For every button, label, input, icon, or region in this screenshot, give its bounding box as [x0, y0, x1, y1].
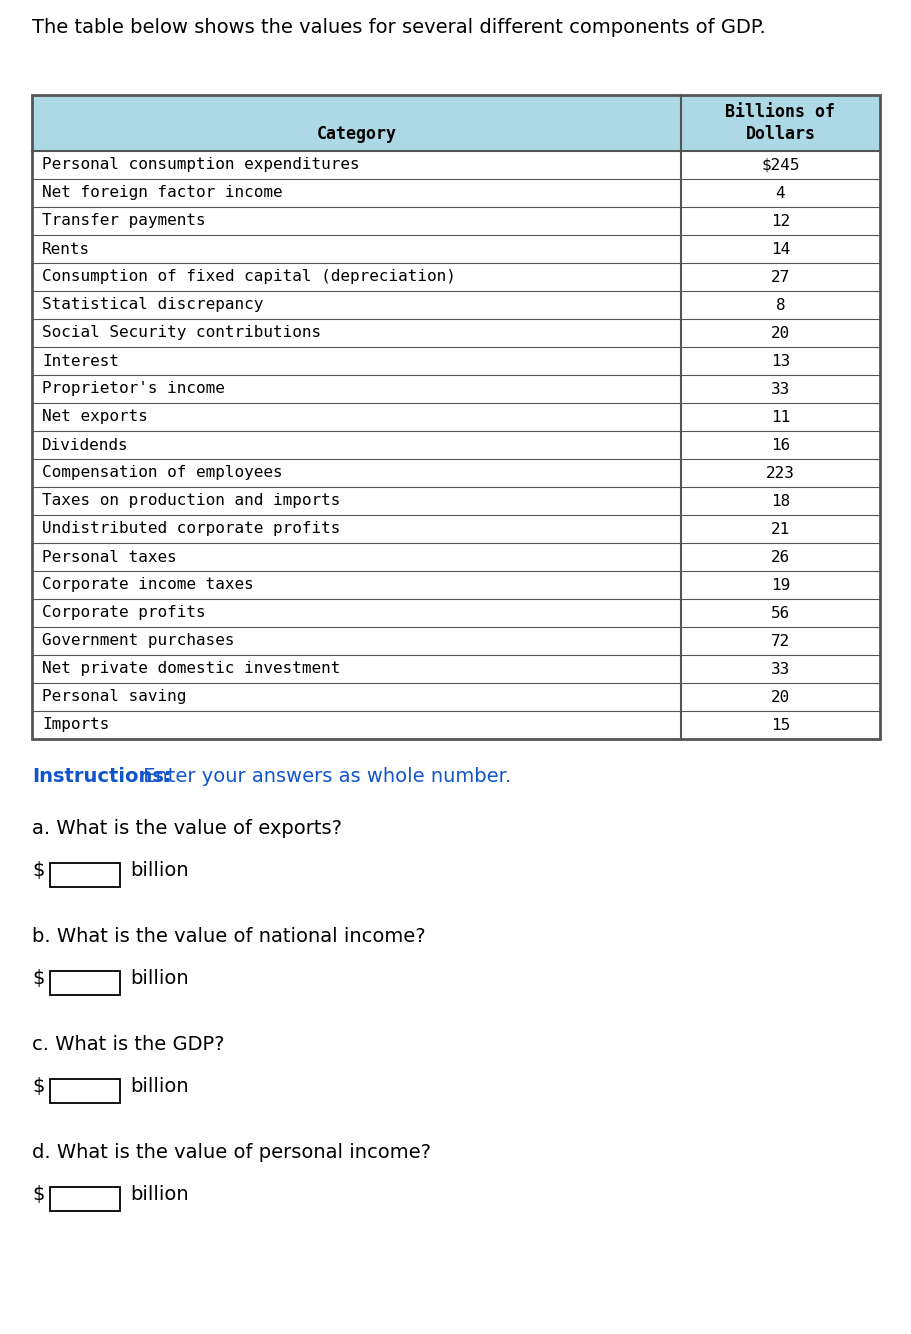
Text: 19: 19 — [770, 578, 789, 592]
Text: billion: billion — [129, 1185, 189, 1205]
Text: 14: 14 — [770, 241, 789, 256]
Text: 26: 26 — [770, 550, 789, 564]
Bar — [50, 863, 119, 887]
Text: Corporate income taxes: Corporate income taxes — [42, 578, 253, 592]
Text: Interest: Interest — [42, 354, 118, 368]
Text: Net exports: Net exports — [42, 410, 148, 424]
Text: Rents: Rents — [42, 241, 90, 256]
Text: Personal consumption expenditures: Personal consumption expenditures — [42, 157, 359, 172]
Bar — [32, 95, 879, 151]
Text: c. What is the GDP?: c. What is the GDP? — [32, 1035, 224, 1054]
Text: 16: 16 — [770, 438, 789, 452]
Text: $: $ — [32, 860, 45, 880]
Text: 21: 21 — [770, 522, 789, 536]
Text: Undistributed corporate profits: Undistributed corporate profits — [42, 522, 340, 536]
Text: 56: 56 — [770, 606, 789, 620]
Text: Imports: Imports — [42, 718, 109, 732]
Bar — [50, 971, 119, 995]
Text: The table below shows the values for several different components of GDP.: The table below shows the values for sev… — [32, 17, 765, 37]
Text: Taxes on production and imports: Taxes on production and imports — [42, 494, 340, 508]
Bar — [50, 1187, 119, 1211]
Text: 33: 33 — [770, 382, 789, 396]
Text: 11: 11 — [770, 410, 789, 424]
Text: Billions of: Billions of — [724, 103, 834, 121]
Text: 27: 27 — [770, 269, 789, 284]
Text: b. What is the value of national income?: b. What is the value of national income? — [32, 927, 425, 946]
Text: Enter your answers as whole number.: Enter your answers as whole number. — [137, 767, 510, 786]
Text: Net foreign factor income: Net foreign factor income — [42, 185, 282, 200]
Text: Net private domestic investment: Net private domestic investment — [42, 662, 340, 676]
Text: 223: 223 — [765, 466, 794, 480]
Text: 20: 20 — [770, 325, 789, 340]
Text: 20: 20 — [770, 690, 789, 704]
Text: 13: 13 — [770, 354, 789, 368]
Text: 8: 8 — [774, 297, 784, 312]
Text: a. What is the value of exports?: a. What is the value of exports? — [32, 819, 342, 838]
Text: $245: $245 — [761, 157, 799, 172]
Text: 72: 72 — [770, 634, 789, 648]
Text: billion: billion — [129, 860, 189, 880]
Text: 12: 12 — [770, 213, 789, 228]
Text: Dollars: Dollars — [744, 125, 814, 143]
Text: Compensation of employees: Compensation of employees — [42, 466, 282, 480]
Text: billion: billion — [129, 968, 189, 988]
Text: Transfer payments: Transfer payments — [42, 213, 205, 228]
Text: Instructions:: Instructions: — [32, 767, 171, 786]
Text: 18: 18 — [770, 494, 789, 508]
Text: Statistical discrepancy: Statistical discrepancy — [42, 297, 263, 312]
Text: 33: 33 — [770, 662, 789, 676]
Text: $: $ — [32, 968, 45, 988]
Text: 15: 15 — [770, 718, 789, 732]
Text: Personal saving: Personal saving — [42, 690, 186, 704]
Text: Category: Category — [316, 125, 396, 143]
Bar — [50, 1079, 119, 1103]
Text: Consumption of fixed capital (depreciation): Consumption of fixed capital (depreciati… — [42, 269, 456, 284]
Text: Dividends: Dividends — [42, 438, 128, 452]
Text: Proprietor's income: Proprietor's income — [42, 382, 224, 396]
Text: billion: billion — [129, 1077, 189, 1097]
Text: Government purchases: Government purchases — [42, 634, 234, 648]
Text: Personal taxes: Personal taxes — [42, 550, 177, 564]
Text: $: $ — [32, 1077, 45, 1097]
Text: Social Security contributions: Social Security contributions — [42, 325, 321, 340]
Text: Corporate profits: Corporate profits — [42, 606, 205, 620]
Bar — [32, 95, 879, 739]
Text: $: $ — [32, 1185, 45, 1205]
Text: 4: 4 — [774, 185, 784, 200]
Text: d. What is the value of personal income?: d. What is the value of personal income? — [32, 1143, 431, 1162]
